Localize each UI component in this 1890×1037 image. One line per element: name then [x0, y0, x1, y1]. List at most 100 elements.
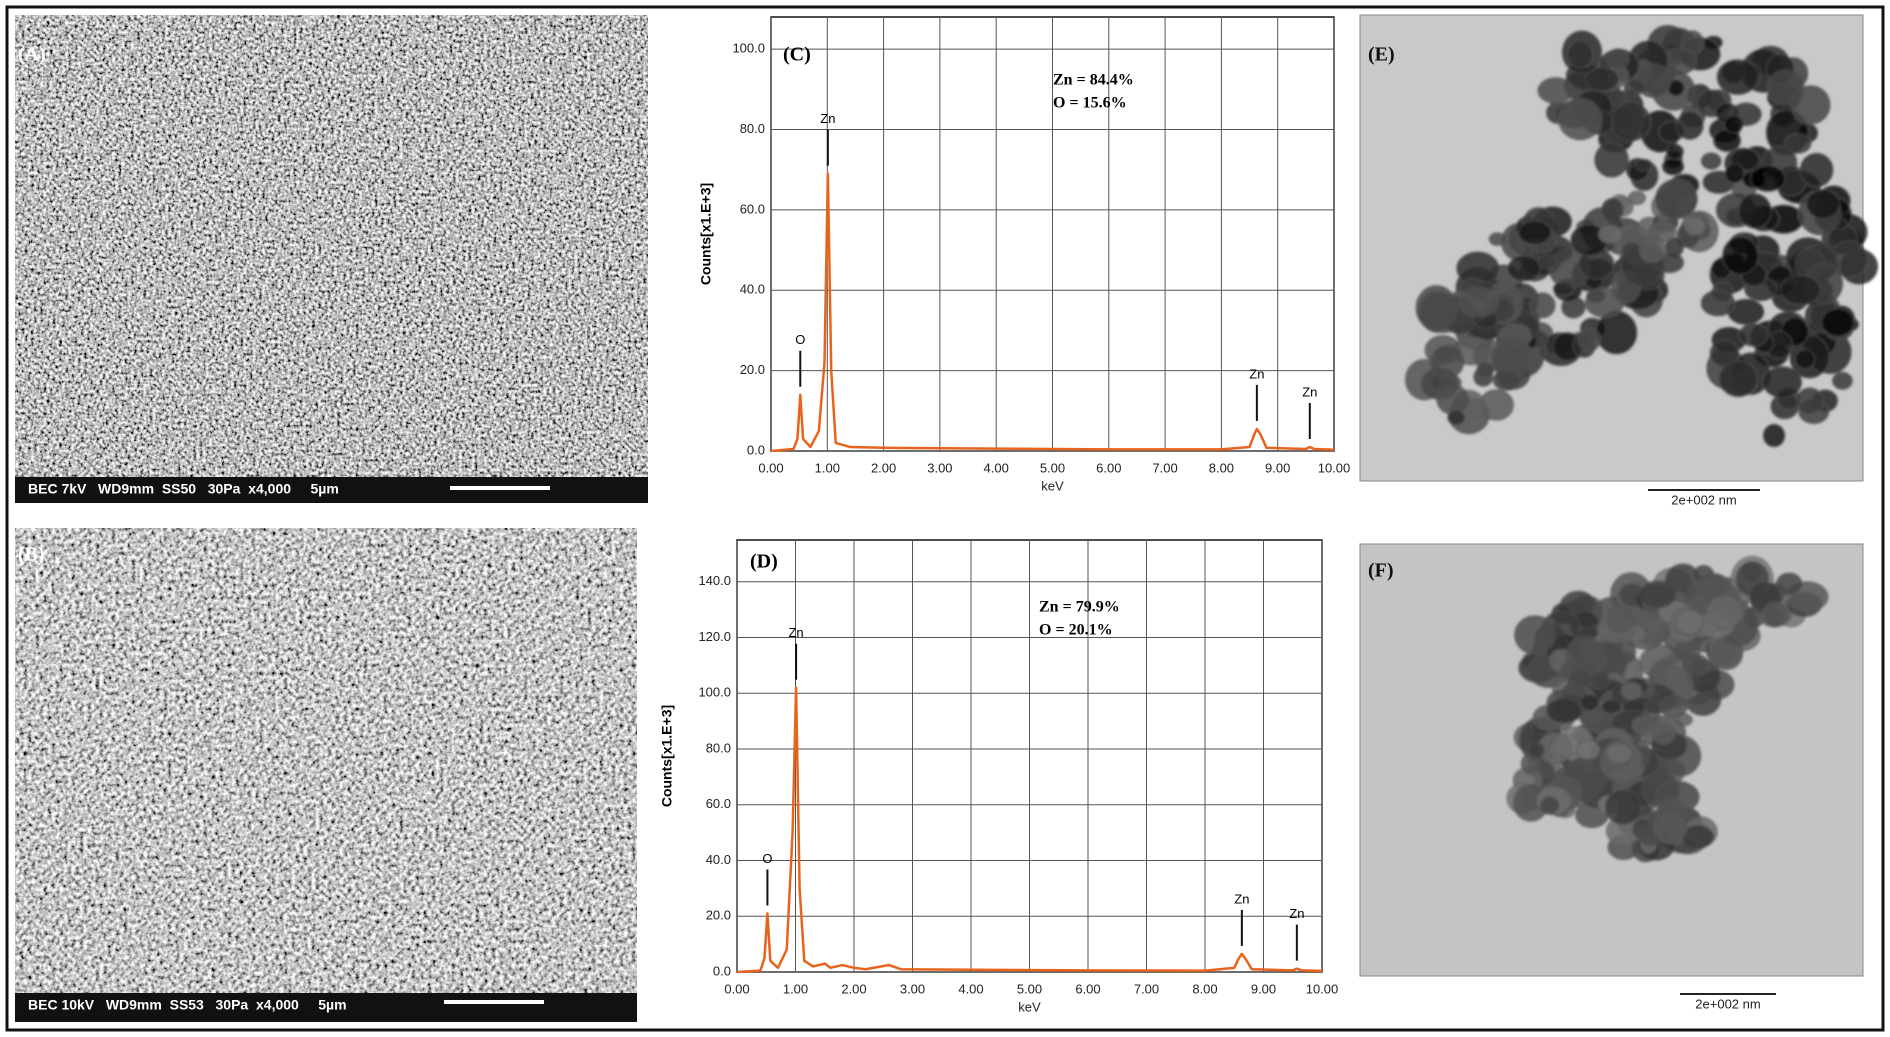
x-tick-label: 9.00: [1265, 460, 1290, 475]
particle: [1683, 216, 1706, 236]
particle: [1709, 340, 1740, 367]
y-tick-label: 80.0: [740, 121, 765, 136]
peak-label: Zn: [1289, 906, 1304, 921]
y-tick-label: 20.0: [706, 908, 731, 923]
peak-label: Zn: [788, 625, 803, 640]
particle: [1806, 189, 1840, 219]
x-axis-label: keV: [1041, 478, 1064, 493]
annotation: O = 20.1%: [1039, 622, 1113, 639]
peak-label: O: [762, 851, 772, 866]
particle: [1724, 163, 1745, 184]
peak-label: Zn: [820, 111, 835, 126]
particle: [1528, 742, 1545, 759]
particle: [1796, 387, 1824, 414]
annotation: Zn = 79.9%: [1039, 599, 1120, 616]
particle: [1724, 115, 1744, 134]
particle: [1832, 371, 1853, 390]
particle: [1790, 85, 1831, 125]
x-tick-label: 10.00: [1318, 460, 1351, 475]
x-tick-label: 3.00: [900, 981, 925, 996]
particle: [1794, 349, 1816, 370]
particle: [1700, 290, 1736, 317]
x-tick-label: 0.00: [758, 460, 783, 475]
x-tick-label: 9.00: [1251, 981, 1276, 996]
particle: [1675, 111, 1704, 140]
particle: [1539, 796, 1560, 815]
particle: [1577, 327, 1601, 352]
particle: [1415, 285, 1458, 331]
y-tick-label: 100.0: [698, 685, 731, 700]
peak-label: Zn: [1302, 384, 1317, 399]
y-tick-label: 80.0: [706, 740, 731, 755]
particle: [1606, 48, 1630, 69]
y-tick-label: 0.0: [713, 963, 731, 978]
particles: [1506, 556, 1829, 863]
scale-label: 2e+002 nm: [1671, 492, 1736, 507]
x-tick-label: 5.00: [1017, 981, 1042, 996]
particle: [1611, 102, 1651, 142]
y-tick-label: 40.0: [740, 282, 765, 297]
particle: [1662, 157, 1685, 176]
particle: [1436, 384, 1470, 415]
particle: [1588, 671, 1611, 691]
particle: [1514, 615, 1556, 655]
particle: [1652, 812, 1688, 845]
peak-label: Zn: [1234, 891, 1249, 906]
x-tick-label: 0.00: [724, 981, 749, 996]
panel-label: (B): [18, 544, 45, 566]
particle: [1654, 178, 1698, 220]
particle: [1761, 601, 1788, 627]
particle: [1598, 224, 1623, 244]
y-tick-label: 0.0: [747, 442, 765, 457]
y-axis-label: Counts[x1.E+3]: [698, 183, 714, 285]
x-tick-label: 1.00: [815, 460, 840, 475]
particle: [1722, 236, 1759, 275]
particle: [1700, 152, 1722, 170]
x-tick-label: 10.00: [1306, 981, 1339, 996]
y-tick-label: 40.0: [706, 852, 731, 867]
figure-border: [5, 5, 1885, 1032]
particle: [1784, 133, 1812, 154]
particle: [1780, 275, 1821, 305]
particle: [1706, 595, 1743, 629]
particle: [1627, 190, 1646, 206]
spectrum: [770, 172, 1335, 453]
particle: [1631, 715, 1653, 736]
particle: [1821, 308, 1855, 337]
x-tick-label: 5.00: [1040, 460, 1065, 475]
particle: [1430, 345, 1465, 379]
x-axis-label: keV: [1018, 999, 1041, 1014]
particle: [1639, 580, 1677, 609]
particle: [1492, 369, 1521, 391]
sem-info: BEC 10kV WD9mm SS53 30Pa x4,000 5µm: [28, 997, 347, 1013]
particle: [1507, 255, 1541, 282]
x-tick-label: 6.00: [1075, 981, 1100, 996]
y-tick-label: 140.0: [698, 573, 731, 588]
y-tick-label: 100.0: [732, 41, 765, 56]
particle: [1518, 220, 1552, 245]
annotation: O = 15.6%: [1053, 95, 1127, 112]
particle: [1666, 143, 1684, 160]
y-tick-label: 60.0: [706, 796, 731, 811]
x-tick-label: 4.00: [958, 981, 983, 996]
x-tick-label: 3.00: [927, 460, 952, 475]
chart-title: (C): [783, 44, 811, 66]
particle: [1604, 789, 1642, 825]
x-tick-label: 2.00: [841, 981, 866, 996]
scale-label: 2e+002 nm: [1695, 996, 1760, 1011]
particle: [1594, 142, 1629, 178]
x-tick-label: 7.00: [1152, 460, 1177, 475]
particle: [1638, 236, 1667, 264]
particle: [1750, 165, 1786, 192]
particle: [1529, 292, 1556, 319]
particle: [1558, 98, 1603, 141]
particle: [1716, 59, 1759, 95]
particle: [1651, 721, 1676, 745]
y-tick-label: 120.0: [698, 629, 731, 644]
particle: [1476, 361, 1495, 378]
particle: [1718, 360, 1758, 398]
x-tick-label: 2.00: [871, 460, 896, 475]
x-tick-label: 1.00: [783, 981, 808, 996]
panel-label: (F): [1368, 560, 1394, 582]
x-tick-label: 4.00: [984, 460, 1009, 475]
